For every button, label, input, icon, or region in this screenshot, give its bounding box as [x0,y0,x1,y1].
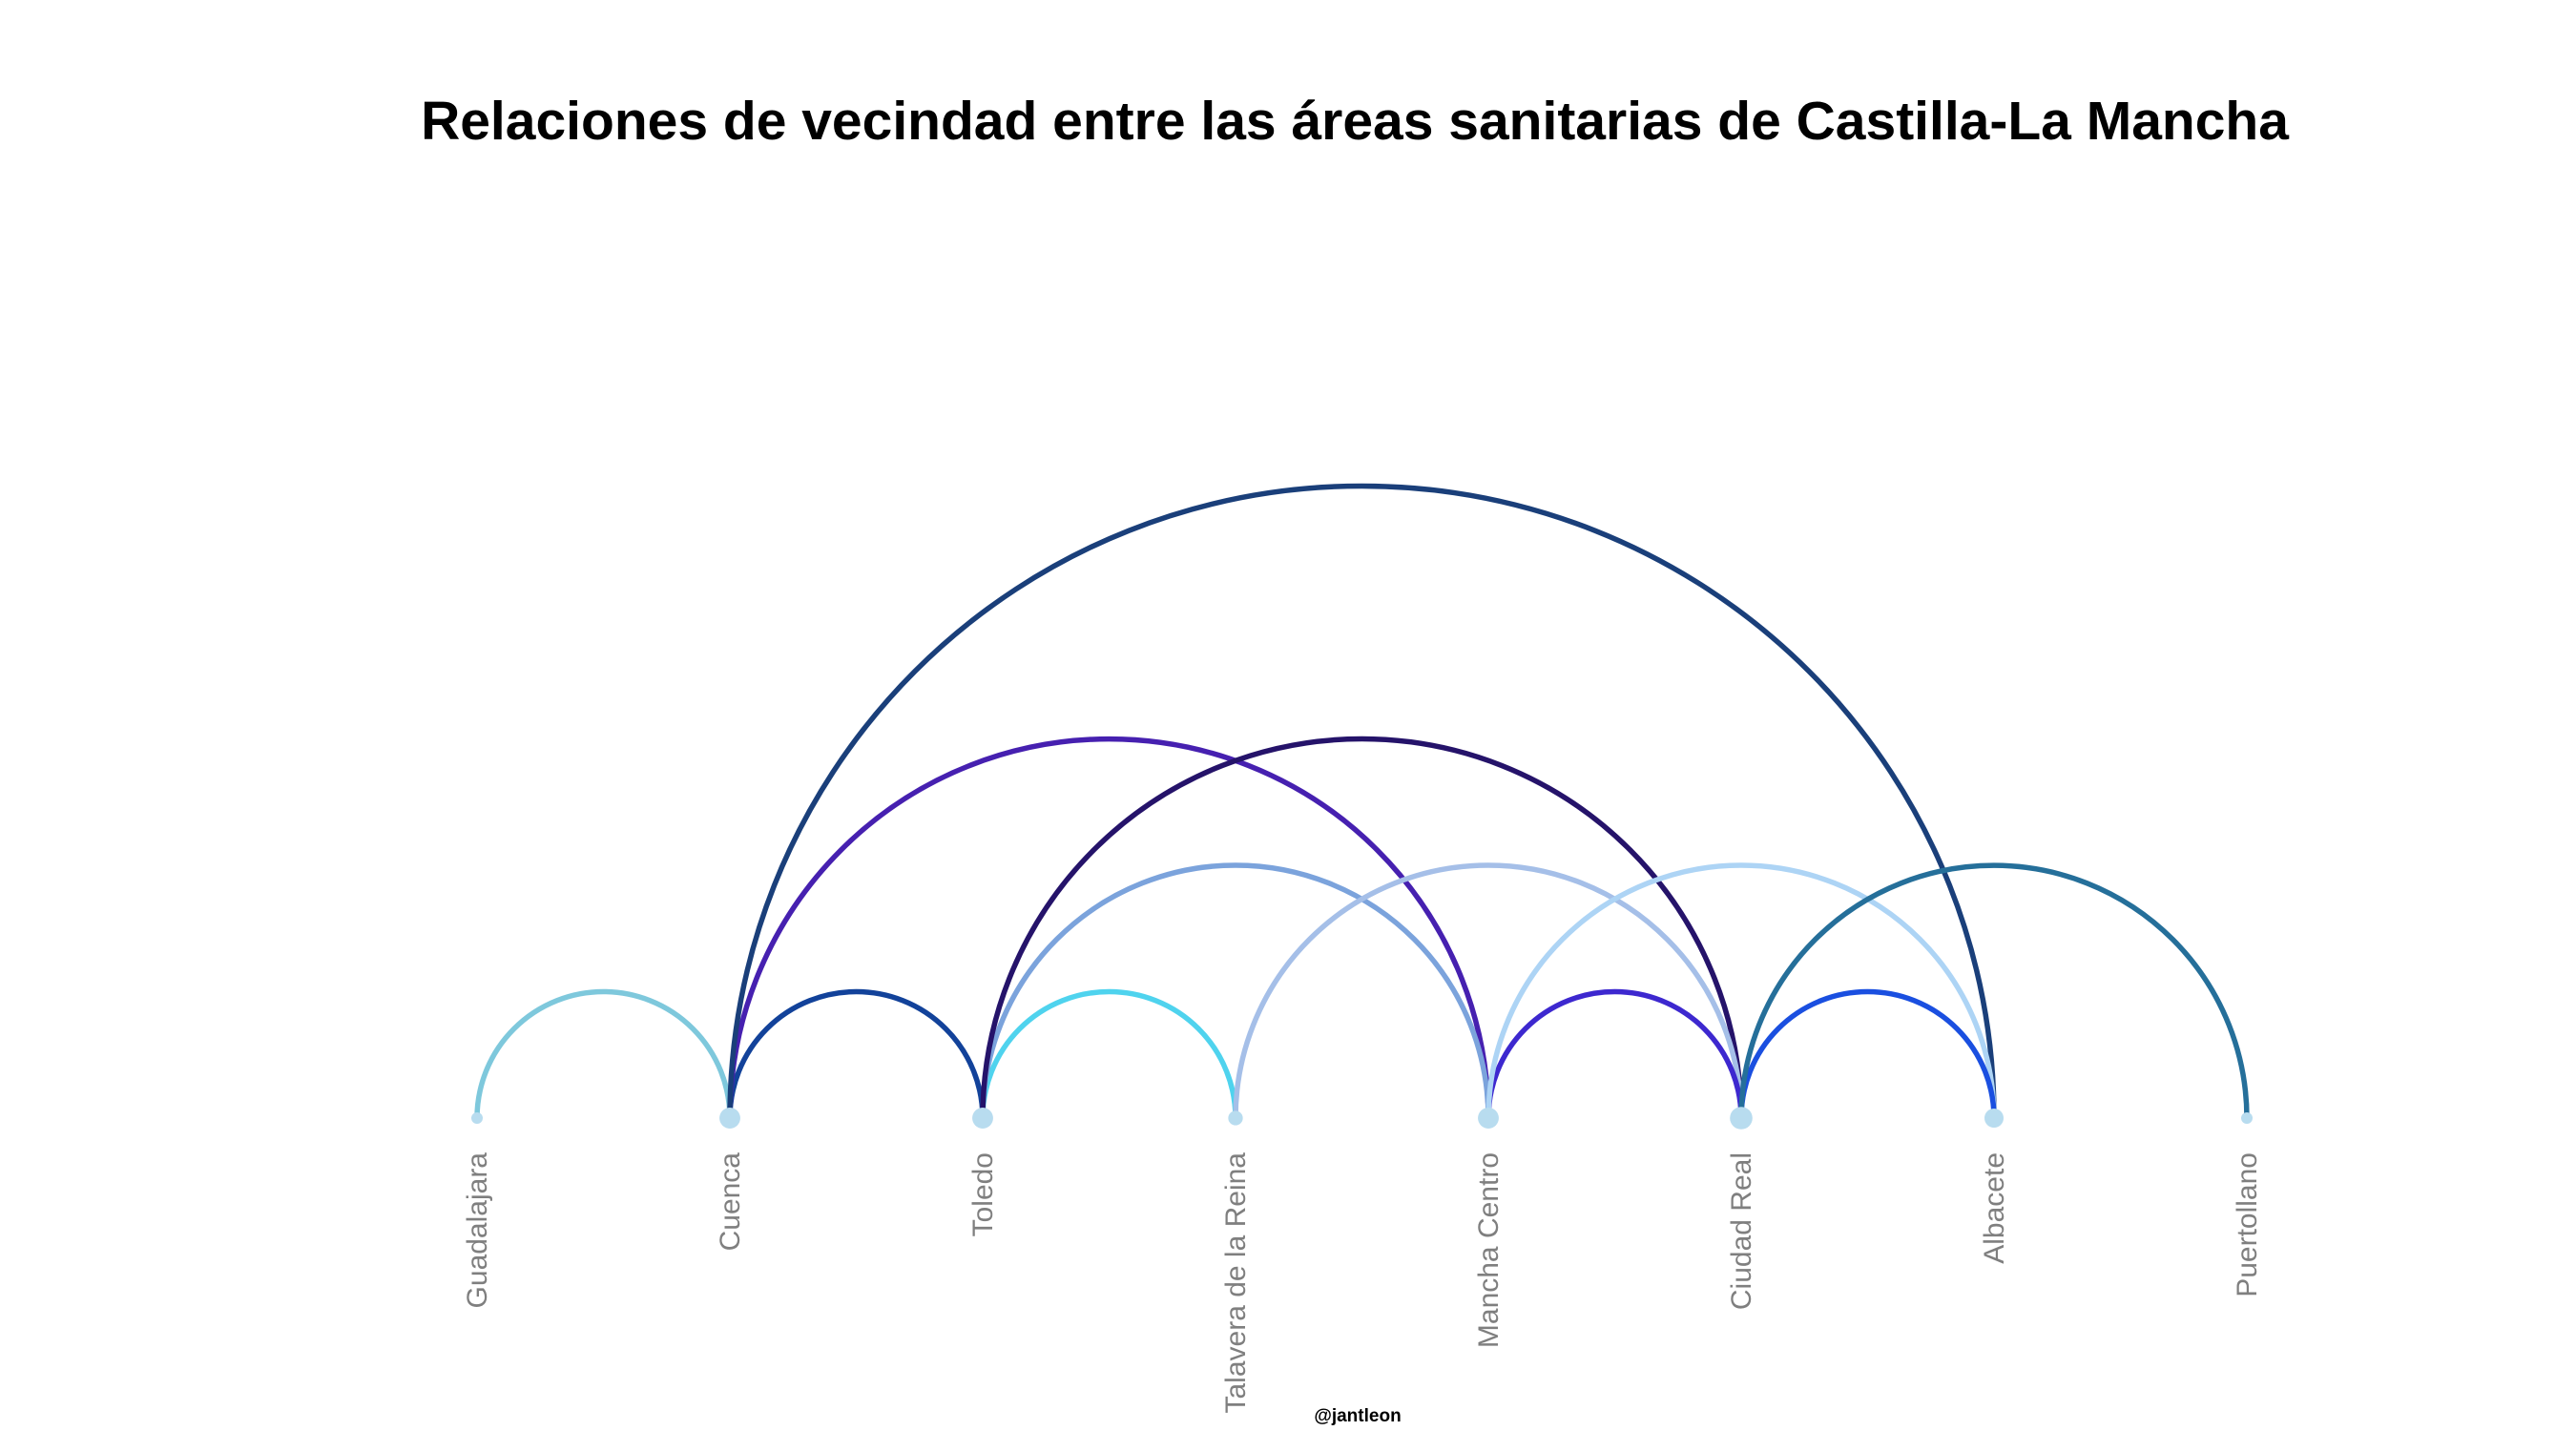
node-label-talavera-de-la-reina: Talavera de la Reina [1220,1152,1252,1414]
node-puertollano [2241,1112,2253,1124]
arc-toledo-mancha-centro [980,862,1491,1121]
node-albacete [1984,1109,2004,1128]
node-guadalajara [471,1112,483,1124]
credit-text: @jantleon [1314,1406,1401,1426]
arc-cuenca-albacete [727,483,1997,1121]
node-label-ciudad-real: Ciudad Real [1726,1152,1757,1310]
node-talavera-de-la-reina [1228,1110,1243,1126]
arc-toledo-ciudad-real [980,736,1744,1121]
arc-guadalajara-cuenca [474,988,733,1121]
arc-cuenca-mancha-centro [727,736,1491,1121]
arc-ciudad-real-albacete [1738,988,1997,1121]
node-label-albacete: Albacete [1979,1152,2010,1264]
node-label-guadalajara: Guadalajara [462,1152,493,1309]
node-toledo [972,1108,993,1129]
node-label-cuenca: Cuenca [715,1152,746,1252]
node-label-puertollano: Puertollano [2232,1152,2263,1297]
arc-mancha-centro-ciudad-real [1485,988,1744,1121]
node-ciudad-real [1730,1107,1753,1130]
node-label-toledo: Toledo [967,1152,999,1236]
arcs-layer [474,483,2250,1121]
arc-talavera-de-la-reina-ciudad-real [1233,862,1744,1121]
arc-toledo-talavera-de-la-reina [980,988,1238,1121]
arc-mancha-centro-albacete [1485,862,1997,1121]
nodes-layer [471,1107,2253,1130]
node-label-mancha-centro: Mancha Centro [1473,1152,1505,1348]
node-mancha-centro [1478,1108,1499,1129]
labels-layer: Guadalajara Cuenca Toledo Talavera de la Re… [462,1152,2263,1414]
arc-ciudad-real-puertollano [1738,862,2250,1121]
chart-title: Relaciones de vecindad entre las áreas s… [421,91,2290,152]
arc-cuenca-toledo [727,988,986,1121]
node-cuenca [719,1108,740,1129]
